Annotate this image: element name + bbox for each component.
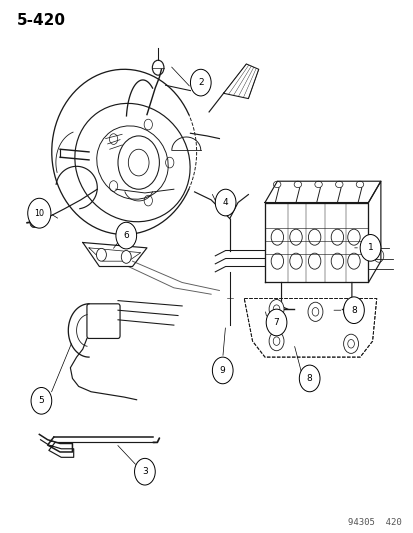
Text: 1: 1 — [367, 244, 373, 252]
Text: 7: 7 — [273, 318, 279, 327]
Circle shape — [30, 217, 38, 228]
Circle shape — [212, 357, 233, 384]
Circle shape — [215, 189, 235, 216]
Circle shape — [190, 69, 211, 96]
Circle shape — [307, 302, 322, 321]
Text: 8: 8 — [306, 374, 312, 383]
Circle shape — [268, 332, 283, 351]
Text: 3: 3 — [142, 467, 147, 476]
Circle shape — [116, 222, 136, 249]
Circle shape — [343, 334, 358, 353]
Text: 8: 8 — [350, 306, 356, 314]
Circle shape — [343, 301, 358, 320]
Text: 9: 9 — [219, 366, 225, 375]
Text: 5: 5 — [38, 397, 44, 405]
Text: 5-420: 5-420 — [17, 13, 65, 28]
Text: 94305  420: 94305 420 — [347, 518, 401, 527]
Circle shape — [268, 300, 283, 319]
Text: 4: 4 — [222, 198, 228, 207]
Text: 2: 2 — [197, 78, 203, 87]
Circle shape — [299, 365, 319, 392]
Circle shape — [28, 198, 51, 228]
Text: 6: 6 — [123, 231, 129, 240]
Circle shape — [343, 297, 363, 324]
Circle shape — [31, 387, 52, 414]
Circle shape — [359, 235, 380, 261]
Text: 10: 10 — [34, 209, 44, 217]
Circle shape — [266, 309, 286, 336]
Circle shape — [121, 251, 131, 263]
Circle shape — [96, 248, 106, 261]
Circle shape — [134, 458, 155, 485]
